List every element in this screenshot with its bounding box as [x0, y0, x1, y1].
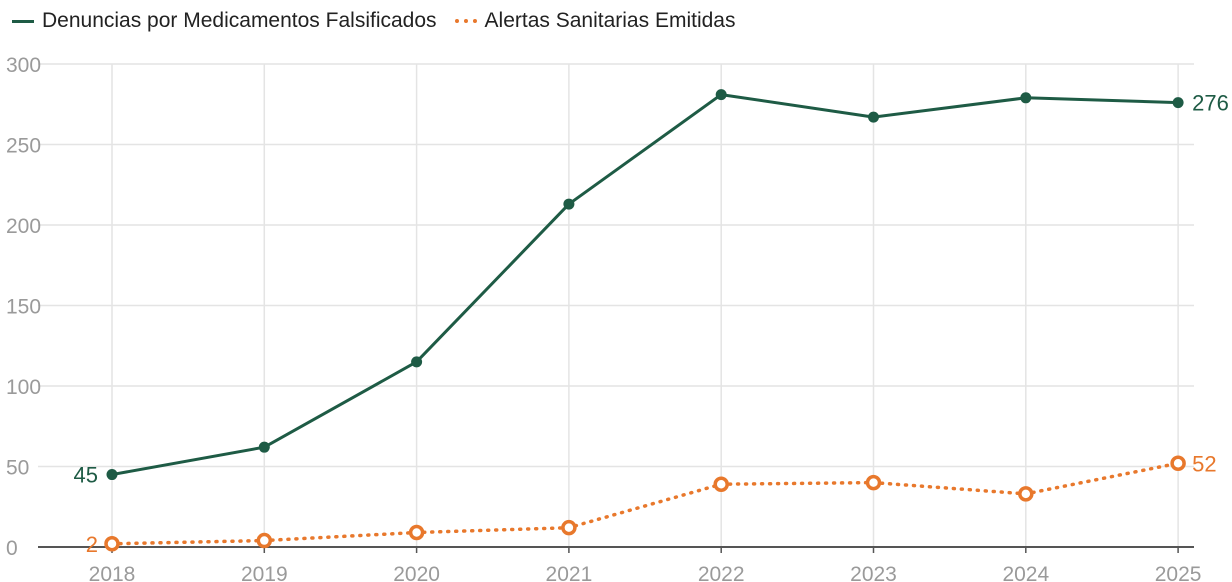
denuncias-data-point	[1020, 92, 1031, 103]
denuncias-data-point	[716, 89, 727, 100]
alertas-data-point	[1020, 488, 1032, 500]
x-tick-label: 2023	[850, 563, 897, 582]
denuncias-data-point	[259, 442, 270, 453]
alertas-data-point	[563, 522, 575, 534]
data-label: 45	[74, 463, 98, 488]
alertas-data-point	[868, 477, 880, 489]
alertas-data-point	[106, 538, 118, 550]
x-tick-label: 2024	[1002, 563, 1049, 582]
x-tick-label: 2025	[1155, 563, 1202, 582]
x-tick-label: 2020	[393, 563, 440, 582]
alertas-data-point	[1172, 457, 1184, 469]
y-tick-label: 300	[6, 54, 41, 77]
y-tick-label: 50	[6, 457, 29, 480]
y-tick-label: 200	[6, 215, 41, 238]
denuncias-data-point	[1173, 97, 1184, 108]
x-tick-label: 2019	[241, 563, 288, 582]
alertas-data-point	[715, 478, 727, 490]
alertas-data-point	[258, 535, 270, 547]
data-label: 276	[1192, 91, 1229, 116]
data-label: 52	[1192, 451, 1216, 476]
denuncias-data-point	[868, 112, 879, 123]
denuncias-data-point	[107, 469, 118, 480]
denuncias-data-point	[563, 199, 574, 210]
alertas-series-line	[112, 463, 1178, 544]
data-label: 2	[86, 532, 98, 557]
y-tick-label: 0	[6, 537, 18, 560]
y-tick-label: 250	[6, 135, 41, 158]
alertas-data-point	[411, 527, 423, 539]
denuncias-data-point	[411, 356, 422, 367]
denuncias-series-line	[112, 95, 1178, 475]
y-tick-label: 100	[6, 376, 41, 399]
y-tick-label: 150	[6, 296, 41, 319]
x-tick-label: 2022	[698, 563, 745, 582]
x-tick-label: 2018	[89, 563, 136, 582]
x-tick-label: 2021	[546, 563, 593, 582]
